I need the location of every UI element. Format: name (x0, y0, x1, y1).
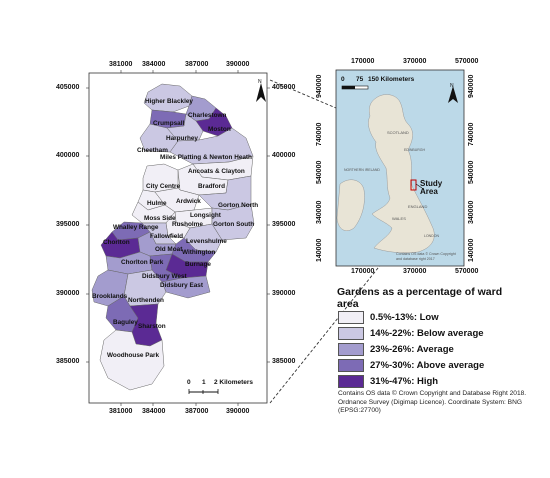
ward-label: Crumpsall (153, 120, 184, 127)
legend-swatch (338, 359, 364, 372)
legend-label: 0.5%-13%: Low (370, 312, 439, 323)
ward-label: Fallowfield (150, 233, 183, 240)
inset-basemap (335, 69, 465, 267)
ward-labels: Higher Blackley Charlestown Crumpsall Mo… (92, 98, 258, 359)
ward-label: Gorton South (213, 221, 254, 228)
legend-swatch (338, 375, 364, 388)
y-tick-left: 400000 (56, 152, 80, 159)
ward-label: Northenden (128, 297, 164, 304)
inset-place-label: LONDON (424, 234, 439, 238)
y-tick-left: 385000 (56, 358, 80, 365)
ward-label: Chorlton Park (121, 259, 164, 266)
legend-item: 27%-30%: Above average (338, 358, 484, 373)
inset-attribution: Contains OS data © Crown Copyright and d… (396, 252, 456, 261)
x-tick-bottom: 387000 (185, 408, 209, 415)
ward-label: City Centre (146, 183, 181, 190)
ward-label: Ancoats & Clayton (188, 168, 245, 175)
y-tick-right: 390000 (272, 290, 296, 297)
ward-label: Harpurhey (166, 135, 198, 142)
legend-title: Gardens as a percentage of ward area (337, 286, 503, 310)
study-area-label: Study Area (420, 179, 443, 196)
ward-label: Higher Blackley (145, 98, 193, 105)
legend-label: 14%-22%: Below average (370, 328, 484, 339)
inset-place-label: NORTHERN IRELAND (344, 168, 380, 172)
ward-label: Ardwick (176, 198, 201, 205)
inset-x-tick-top: 370000 (403, 58, 427, 65)
ward-label: Didsbury East (160, 282, 204, 289)
ward-label: Brooklands (92, 293, 128, 300)
ward-label: Chorlton (103, 239, 130, 246)
x-tick-top: 381000 (109, 61, 133, 68)
ward-label: Longsight (190, 212, 222, 219)
north-label: N (258, 79, 262, 85)
ward-polygons (91, 83, 255, 391)
ward-label: Bradford (198, 183, 225, 190)
ward-label: Moss Side (144, 215, 176, 222)
inset-scale-label: 75 (356, 76, 364, 83)
inset-north-arrow-icon (448, 86, 458, 103)
legend-swatch (338, 343, 364, 356)
inset-x-tick-bottom: 170000 (351, 268, 375, 275)
y-tick-right: 400000 (272, 152, 296, 159)
legend-label: 27%-30%: Above average (370, 360, 485, 371)
ward-label: Woodhouse Park (107, 352, 160, 359)
north-arrow-icon (256, 83, 266, 102)
ward-moston (195, 107, 233, 137)
legend-item: 0.5%-13%: Low (338, 310, 439, 325)
inset-place-label: SCOTLAND (387, 130, 409, 135)
x-tick-top: 384000 (142, 61, 166, 68)
x-tick-bottom: 384000 (142, 408, 166, 415)
inset-place-label: ENGLAND (408, 204, 428, 209)
inset-place-label: EDINBURGH (404, 148, 426, 152)
ward-label: Didsbury West (142, 273, 187, 280)
ward-label: Rusholme (172, 221, 203, 228)
ward-label: Charlestown (188, 112, 226, 119)
legend-item: 23%-26%: Average (338, 342, 454, 357)
inset-x-tick-top: 570000 (455, 58, 479, 65)
legend-item: 14%-22%: Below average (338, 326, 484, 341)
ward-label: Miles Platting & Newton Heath (160, 154, 252, 161)
x-tick-top: 390000 (226, 61, 250, 68)
scale-label: 1 (202, 379, 206, 386)
inset-map: 170000 370000 570000 170000 370000 57000… (300, 58, 550, 278)
inset-north-label: N (450, 83, 454, 89)
ward-label: Baguley (113, 319, 138, 326)
y-tick-right: 385000 (272, 358, 296, 365)
scale-label: 0 (187, 379, 191, 386)
inset-scale-label: 150 Kilometers (368, 76, 415, 83)
ward-label: Sharston (138, 323, 166, 330)
y-tick-right: 395000 (272, 221, 296, 228)
ward-label: Gorton North (218, 202, 258, 209)
inset-x-tick-bottom: 370000 (403, 268, 427, 275)
legend-label: 23%-26%: Average (370, 344, 454, 355)
ward-label: Whalley Range (113, 224, 159, 231)
y-tick-left: 405000 (56, 84, 80, 91)
ward-label: Withington (182, 249, 215, 256)
y-tick-left: 390000 (56, 290, 80, 297)
ward-woodhouse-park (99, 329, 165, 391)
legend-swatch (338, 327, 364, 340)
scale-label: 2 Kilometers (214, 379, 254, 386)
inset-x-tick-top: 170000 (351, 58, 375, 65)
ward-label: Moston (208, 126, 231, 133)
x-tick-bottom: 381000 (109, 408, 133, 415)
y-tick-left: 395000 (56, 221, 80, 228)
ward-label: Cheetham (137, 147, 168, 154)
credits-text: Contains OS data © Crown Copyright and D… (338, 390, 527, 414)
ward-label: Levenshulme (186, 238, 227, 245)
scale-bar (188, 389, 219, 394)
inset-place-label: WALES (392, 216, 406, 221)
x-tick-bottom: 390000 (226, 408, 250, 415)
main-map: 381000 384000 387000 390000 381000 38400… (56, 61, 296, 415)
legend-item: 31%-47%: High (338, 374, 438, 389)
ward-label: Old Moat (155, 246, 183, 253)
x-tick-top: 387000 (185, 61, 209, 68)
y-tick-right: 405000 (272, 84, 296, 91)
ward-label: Burnage (185, 261, 211, 268)
legend-label: 31%-47%: High (370, 376, 439, 387)
ward-label: Hulme (147, 200, 167, 207)
inset-scale-label: 0 (341, 76, 345, 83)
legend-swatch (338, 311, 364, 324)
inset-x-tick-bottom: 570000 (455, 268, 479, 275)
